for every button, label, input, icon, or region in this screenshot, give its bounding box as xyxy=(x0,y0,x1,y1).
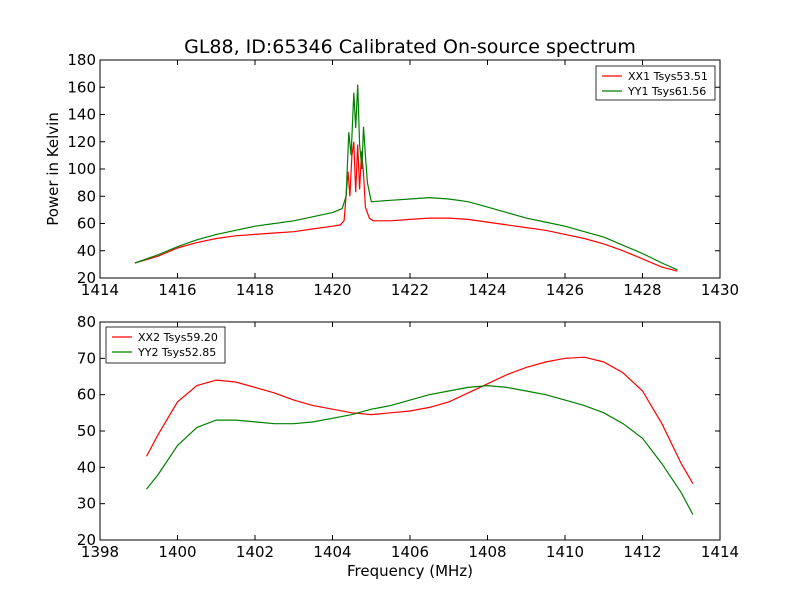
figure-title: GL88, ID:65346 Calibrated On-source spec… xyxy=(184,36,636,58)
y-tick-label: 70 xyxy=(77,349,96,367)
top-spectrum-plot: 1414 1416 1418 1420 1422 1424 1426 1428 1430 20 40… xyxy=(67,51,739,299)
y-tick-label: 60 xyxy=(77,386,96,404)
y-tick-label: 80 xyxy=(77,313,96,331)
y-tick-label: 50 xyxy=(77,422,96,440)
legend-entry: XX2 Tsys59.20 xyxy=(138,331,218,344)
x-tick-label: 1430 xyxy=(701,281,739,299)
x-tick-label: 1402 xyxy=(236,543,274,561)
legend-box xyxy=(595,65,716,101)
x-tick-label: 1422 xyxy=(391,281,429,299)
legend: XX1 Tsys53.51 YY1 Tsys61.56 xyxy=(595,65,716,101)
x-tick-label: 1420 xyxy=(313,281,351,299)
y-tick-label: 40 xyxy=(77,242,96,260)
y-tick-label: 140 xyxy=(67,106,96,124)
bottom-spectrum-plot: 1398 1400 1402 1404 1406 1408 1410 1412 1414 20 30… xyxy=(77,313,739,561)
y-tick-label: 20 xyxy=(77,531,96,549)
y-tick-label: 20 xyxy=(77,269,96,287)
series-line-1 xyxy=(145,356,694,485)
x-tick-label: 1414 xyxy=(701,543,739,561)
legend-box xyxy=(105,326,226,364)
y-axis-label: Power in Kelvin xyxy=(44,112,62,226)
legend-entry: XX1 Tsys53.51 xyxy=(628,70,708,83)
x-tick-label: 1414 xyxy=(81,281,119,299)
series-line-2 xyxy=(146,384,694,515)
x-tick-label: 1406 xyxy=(391,543,429,561)
y-tick-label: 180 xyxy=(67,51,96,69)
series-line-2 xyxy=(134,84,678,271)
legend-entry: YY2 Tsys52.85 xyxy=(137,346,216,359)
x-tick-label: 1398 xyxy=(81,543,119,561)
y-tick-label: 160 xyxy=(67,78,96,96)
x-tick-label: 1418 xyxy=(236,281,274,299)
y-tick-label: 60 xyxy=(77,215,96,233)
y-tick-label: 30 xyxy=(77,495,96,513)
y-tick-label: 40 xyxy=(77,458,96,476)
x-tick-label: 1410 xyxy=(546,543,584,561)
x-tick-label: 1404 xyxy=(313,543,351,561)
y-tick-label: 80 xyxy=(77,187,96,205)
x-tick-label: 1408 xyxy=(468,543,506,561)
series-line-1 xyxy=(134,141,678,272)
x-tick-label: 1400 xyxy=(158,543,196,561)
x-tick-label: 1412 xyxy=(623,543,661,561)
legend: XX2 Tsys59.20 YY2 Tsys52.85 xyxy=(105,326,226,364)
y-tick-label: 100 xyxy=(67,160,96,178)
x-tick-label: 1426 xyxy=(546,281,584,299)
legend-entry: YY1 Tsys61.56 xyxy=(627,85,706,98)
x-tick-label: 1424 xyxy=(468,281,506,299)
x-tick-label: 1428 xyxy=(623,281,661,299)
x-tick-label: 1416 xyxy=(158,281,196,299)
y-tick-label: 120 xyxy=(67,133,96,151)
x-axis-label: Frequency (MHz) xyxy=(347,562,473,580)
